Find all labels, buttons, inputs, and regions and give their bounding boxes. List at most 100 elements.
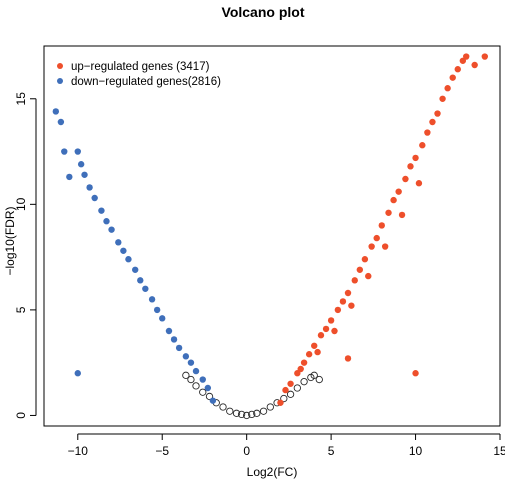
up-regulated-point — [381, 243, 389, 250]
up-regulated-point — [481, 53, 488, 60]
not-significant-point — [259, 407, 268, 415]
not-significant-point — [253, 409, 261, 417]
down-regulated-point — [115, 239, 122, 246]
up-regulated-point — [365, 272, 372, 280]
down-regulated-point — [91, 194, 98, 202]
up-regulated-point — [429, 118, 436, 126]
up-regulated-point — [471, 61, 478, 69]
up-regulated-point — [300, 359, 308, 366]
up-regulated-point — [444, 85, 451, 92]
up-regulated-point — [305, 351, 313, 358]
up-regulated-point — [282, 386, 289, 394]
down-regulated-point — [98, 207, 105, 214]
up-regulated-point — [395, 188, 402, 195]
up-regulated-point — [348, 302, 355, 309]
up-regulated-point — [373, 234, 380, 242]
down-regulated-point — [52, 108, 60, 115]
legend-up-regulated-label: up−regulated genes (3417) — [71, 61, 210, 73]
y-tick-label: 0 — [14, 412, 28, 419]
not-significant-point — [237, 410, 246, 419]
up-regulated-point — [287, 380, 294, 387]
not-significant-point — [219, 403, 227, 411]
up-regulated-point — [322, 325, 330, 333]
down-regulated-point — [125, 256, 132, 263]
up-regulated-point — [339, 298, 347, 305]
down-regulated-point — [57, 118, 65, 126]
not-significant-point — [315, 375, 323, 384]
not-significant-point — [286, 390, 295, 398]
x-tick-label: 5 — [328, 444, 335, 458]
not-significant-point — [232, 409, 241, 417]
up-regulated-point — [334, 306, 342, 314]
down-regulated-point — [187, 359, 195, 366]
up-regulated-points — [277, 53, 488, 406]
not-significant-point — [205, 392, 214, 401]
down-regulated-point — [159, 315, 166, 322]
not-significant-points — [182, 371, 323, 420]
not-significant-point — [266, 403, 274, 411]
up-regulated-point — [311, 342, 318, 349]
up-regulated-point — [297, 365, 304, 373]
legend-down-regulated-label: down−regulated genes(2816) — [71, 76, 221, 88]
down-regulated-point — [142, 285, 149, 292]
y-tick-label: 15 — [14, 92, 28, 106]
up-regulated-point — [351, 277, 358, 284]
legend-up-regulated-marker — [57, 63, 63, 69]
x-tick-label: −10 — [68, 444, 89, 458]
up-regulated-point — [424, 129, 431, 136]
legend-down-regulated-marker — [57, 78, 63, 84]
down-regulated-point — [175, 344, 183, 352]
up-regulated-point — [415, 180, 423, 187]
y-axis: 0 5 10 15 — [14, 92, 37, 419]
up-regulated-point — [344, 289, 352, 297]
x-axis-label: Log2(FC) — [247, 465, 298, 479]
not-significant-point — [310, 371, 318, 379]
up-regulated-point — [412, 154, 419, 162]
up-regulated-point — [434, 110, 441, 117]
up-regulated-point — [361, 256, 369, 263]
y-tick-label: 5 — [14, 306, 28, 313]
not-significant-point — [192, 382, 200, 390]
down-regulated-points — [52, 108, 217, 404]
x-axis: −10 −5 0 5 10 15 — [68, 433, 505, 458]
down-regulated-point — [192, 367, 200, 375]
down-regulated-point — [182, 353, 190, 360]
up-regulated-point — [356, 266, 364, 273]
up-regulated-point — [439, 95, 446, 102]
legend: up−regulated genes (3417) down−regulated… — [57, 61, 221, 88]
down-regulated-point — [204, 384, 212, 392]
down-regulated-point — [153, 306, 161, 314]
up-regulated-point — [454, 66, 461, 73]
not-significant-point — [243, 411, 251, 420]
down-regulated-point — [108, 226, 115, 233]
down-regulated-point — [148, 296, 156, 303]
down-regulated-point — [209, 397, 217, 404]
up-regulated-point — [378, 222, 385, 229]
up-regulated-point — [398, 211, 406, 219]
not-significant-point — [199, 388, 207, 396]
down-regulated-point — [165, 327, 173, 335]
up-regulated-point — [385, 209, 392, 216]
up-regulated-point — [419, 142, 426, 149]
down-regulated-point — [120, 247, 127, 254]
x-tick-label: 10 — [409, 444, 423, 458]
not-significant-point — [293, 384, 301, 392]
y-tick-label: 10 — [14, 197, 28, 211]
up-regulated-point — [449, 74, 456, 81]
chart-title: Volcano plot — [222, 4, 305, 20]
down-regulated-point — [199, 376, 206, 383]
up-regulated-point — [331, 327, 338, 335]
down-regulated-point — [66, 173, 73, 181]
plot-frame — [43, 45, 501, 427]
down-regulated-point — [74, 370, 81, 377]
up-regulated-point — [368, 243, 375, 250]
not-significant-point — [300, 378, 308, 386]
up-regulated-point — [327, 317, 335, 324]
up-regulated-point — [407, 163, 414, 170]
not-significant-point — [226, 407, 234, 415]
up-regulated-point — [277, 399, 284, 406]
up-regulated-point — [412, 370, 419, 377]
not-significant-point — [187, 375, 195, 384]
